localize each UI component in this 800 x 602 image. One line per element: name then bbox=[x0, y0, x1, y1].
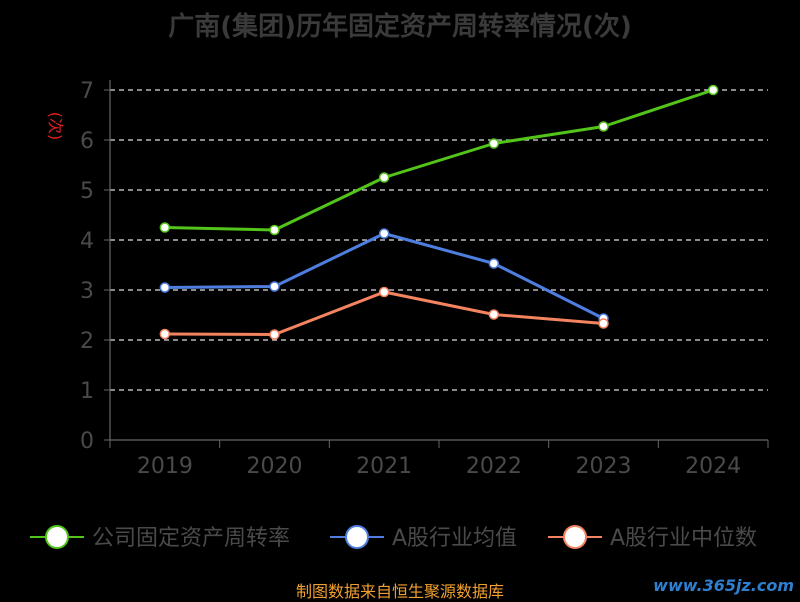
y-axis-label: (次) bbox=[46, 112, 65, 141]
series-line-1 bbox=[164, 88, 714, 232]
data-point-series-3 bbox=[159, 328, 171, 340]
y-tick-label: 7 bbox=[80, 79, 94, 104]
x-tick-label: 2023 bbox=[576, 454, 632, 479]
chart-title: 广南(集团)历年固定资产周转率情况(次) bbox=[168, 12, 632, 42]
data-point-series-1 bbox=[488, 138, 500, 149]
data-point-series-3 bbox=[378, 286, 390, 298]
data-point-series-1 bbox=[598, 121, 609, 132]
data-point-series-1 bbox=[378, 172, 390, 183]
data-point-series-2 bbox=[269, 281, 280, 292]
y-tick-label: 5 bbox=[80, 179, 94, 204]
data-point-series-3 bbox=[488, 309, 500, 320]
x-tick-label: 2019 bbox=[137, 454, 193, 479]
y-tick-label: 6 bbox=[80, 129, 94, 154]
series-line-3 bbox=[164, 290, 604, 336]
data-point-series-2 bbox=[378, 228, 390, 239]
y-tick-label: 2 bbox=[80, 329, 94, 354]
series-line-2 bbox=[164, 232, 605, 320]
y-tick-label: 4 bbox=[80, 229, 94, 254]
legend-label-2: A股行业均值 bbox=[392, 526, 517, 551]
y-tick-label: 3 bbox=[80, 279, 94, 304]
x-tick-label: 2020 bbox=[247, 454, 303, 479]
x-tick-label: 2022 bbox=[466, 454, 522, 479]
data-point-series-1 bbox=[707, 84, 719, 96]
legend-marker-3 bbox=[563, 525, 587, 549]
legend-marker-1 bbox=[45, 525, 69, 549]
legend-marker-2 bbox=[345, 525, 369, 549]
data-point-series-1 bbox=[269, 224, 280, 236]
x-tick-label: 2024 bbox=[685, 454, 741, 479]
data-point-series-3 bbox=[598, 318, 609, 329]
legend-label-1: 公司固定资产周转率 bbox=[92, 526, 290, 551]
watermark: www.365jz.com bbox=[653, 576, 794, 595]
x-tick-label: 2021 bbox=[356, 454, 412, 479]
y-tick-label: 0 bbox=[80, 429, 94, 454]
data-point-series-1 bbox=[159, 222, 171, 233]
data-point-series-2 bbox=[488, 258, 500, 269]
data-source-note: 制图数据来自恒生聚源数据库 bbox=[295, 582, 504, 601]
y-tick-label: 1 bbox=[80, 379, 94, 404]
data-point-series-3 bbox=[269, 329, 280, 340]
data-point-series-2 bbox=[159, 282, 171, 293]
legend-label-3: A股行业中位数 bbox=[610, 526, 757, 551]
